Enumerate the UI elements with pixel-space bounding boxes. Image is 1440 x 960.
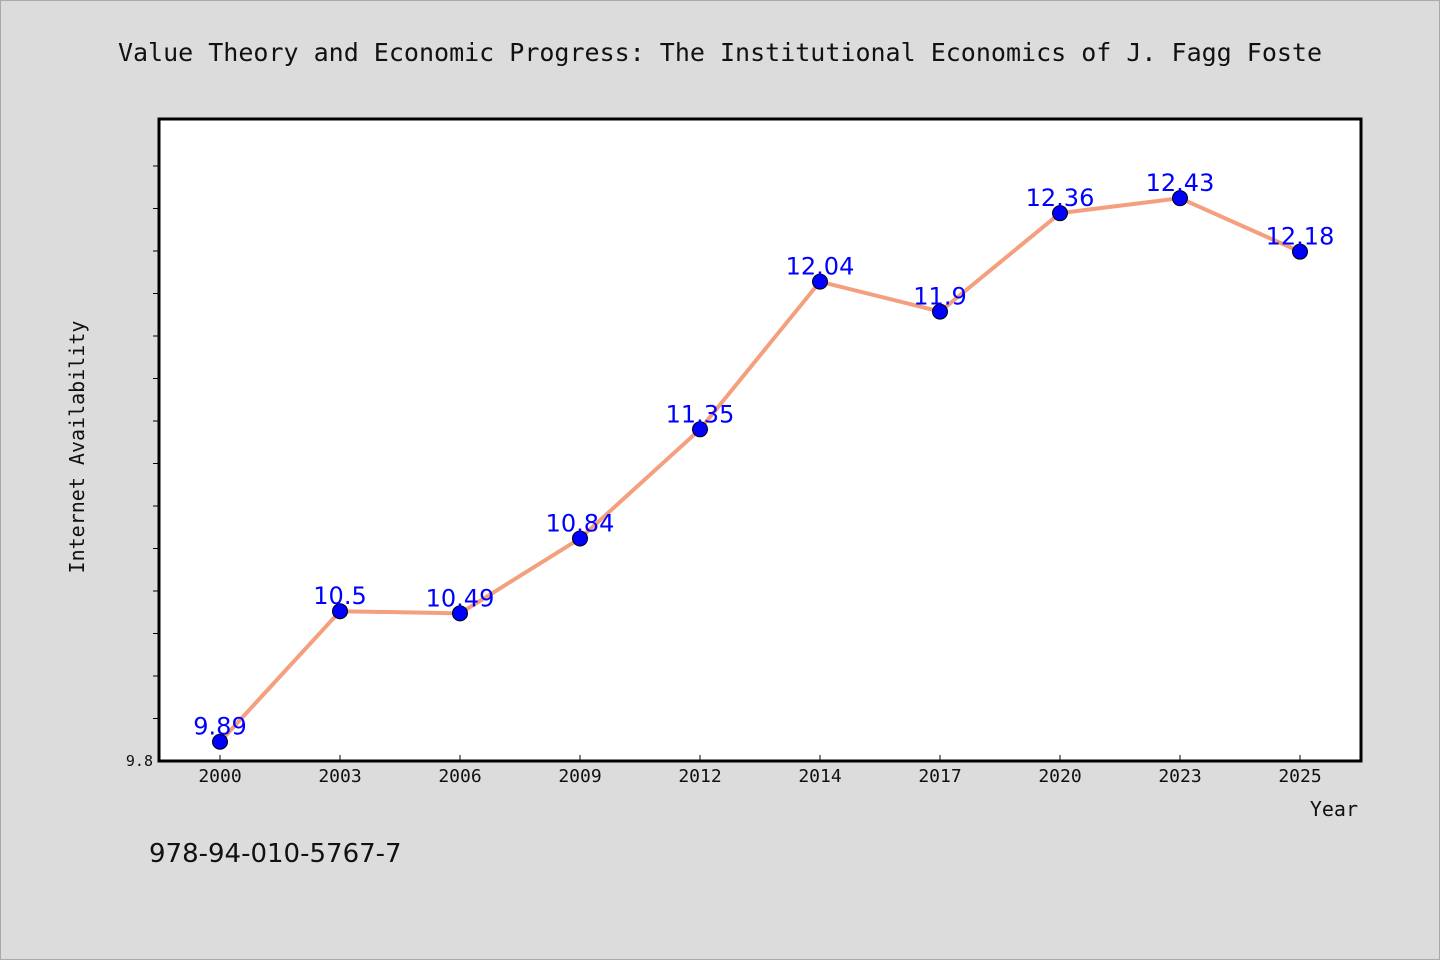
data-points (212, 190, 1308, 750)
x-tick-label: 2020 (1038, 766, 1081, 787)
plot-area (157, 117, 1363, 763)
x-tick-label: 2017 (918, 766, 961, 787)
y-axis-label: Internet Availability (65, 321, 89, 574)
x-tick-label: 2014 (798, 766, 841, 787)
data-label: 9.89 (193, 713, 246, 741)
data-point (212, 733, 228, 750)
x-tick-label: 2025 (1278, 766, 1321, 787)
data-point (452, 605, 468, 622)
data-label: 12.04 (786, 253, 855, 281)
isbn-label: 978-94-010-5767-7 (149, 839, 402, 869)
data-point (1172, 190, 1188, 207)
x-tick-label: 2009 (558, 766, 601, 787)
data-label: 10.49 (426, 584, 495, 612)
data-label: 11.9 (913, 283, 966, 311)
data-point (1052, 205, 1068, 222)
x-tick-label: 2006 (438, 766, 481, 787)
y-axis-min-label: 9.8 (126, 752, 153, 770)
x-tick-label: 2023 (1158, 766, 1201, 787)
x-axis-ticks: 2000 2003 2006 2009 2012 2014 2017 2020 2023 2025 (198, 755, 1322, 787)
data-point (812, 273, 828, 290)
data-point (332, 603, 348, 620)
x-tick-label: 2003 (318, 766, 361, 787)
x-axis-label: Year (1310, 797, 1358, 821)
data-labels: 9.89 10.5 10.49 10.84 11.35 12.04 11.9 12.36 12.… (193, 169, 1334, 741)
data-point (1292, 243, 1308, 260)
y-axis-ticks (153, 165, 159, 719)
data-label: 12.36 (1026, 184, 1095, 212)
data-point (932, 303, 948, 320)
data-label: 12.18 (1266, 223, 1335, 251)
data-point (572, 530, 588, 547)
chart-title: Value Theory and Economic Progress: The … (118, 38, 1322, 67)
series-line (218, 196, 1301, 744)
x-tick-label: 2000 (198, 766, 241, 787)
data-point (692, 421, 708, 438)
x-tick-label: 2012 (678, 766, 721, 787)
data-label: 11.35 (666, 400, 735, 428)
data-label: 10.5 (313, 582, 366, 610)
data-label: 12.43 (1146, 169, 1215, 197)
data-label: 10.84 (546, 509, 615, 537)
